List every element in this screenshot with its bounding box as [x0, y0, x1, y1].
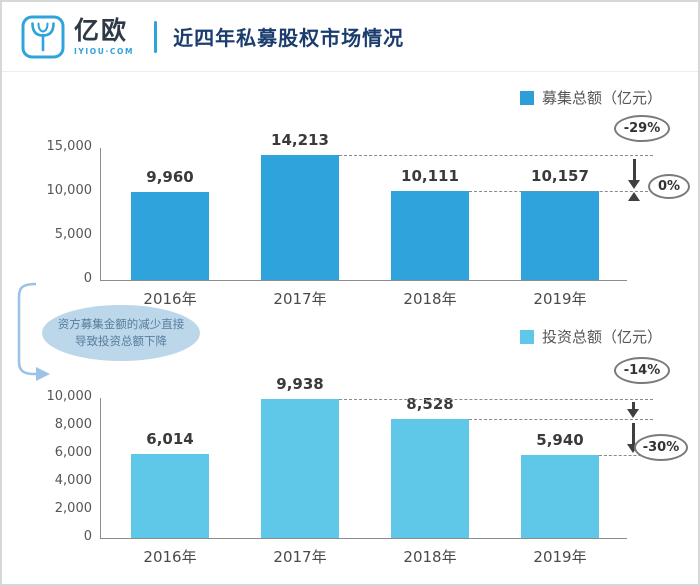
bar-value-label: 9,960 — [146, 168, 194, 187]
change-arrow-head — [627, 409, 639, 418]
brand-subtitle: IYIOU·COM — [74, 46, 135, 56]
percent-badge: 0% — [648, 173, 690, 199]
y-tick-label: 0 — [83, 529, 92, 544]
bar-2017年 — [261, 154, 339, 280]
iyiou-logo-icon — [21, 15, 65, 58]
callout-line2: 导致投资总额下降 — [75, 334, 167, 348]
y-tick-label: 2,000 — [54, 501, 92, 516]
bar-value-label: 14,213 — [271, 130, 329, 149]
change-arrow-line — [631, 423, 635, 446]
dashed-reference-line — [339, 155, 653, 156]
legend-label: 募集总额（亿元） — [541, 89, 662, 107]
y-axis — [100, 398, 101, 538]
y-tick-label: 4,000 — [54, 473, 92, 488]
change-arrow-line — [632, 159, 636, 182]
change-arrow-line — [631, 402, 635, 411]
brand-name: 亿欧 — [74, 16, 129, 46]
legend: 投资总额（亿元） — [519, 326, 662, 347]
bar-2018年 — [391, 418, 469, 538]
change-arrow-head — [627, 444, 639, 453]
x-category-label: 2019年 — [533, 548, 587, 566]
x-category-label: 2017年 — [273, 548, 327, 566]
change-arrow-head — [628, 180, 640, 189]
bar-value-label: 8,528 — [406, 394, 454, 413]
x-category-label: 2019年 — [533, 290, 587, 308]
percent-badge: -30% — [634, 433, 688, 461]
x-category-label: 2016年 — [143, 548, 197, 566]
y-tick-label: 10,000 — [46, 389, 93, 404]
callout-ellipse: 资方募集金额的减少直接 导致投资总额下降 — [42, 305, 200, 361]
y-axis — [100, 148, 101, 280]
bar-2019年 — [521, 454, 599, 538]
brand: 亿欧 IYIOU·COM — [74, 17, 134, 56]
x-category-label: 2017年 — [273, 290, 327, 308]
callout-line1: 资方募集金额的减少直接 — [57, 316, 185, 331]
bar-2016年 — [131, 453, 209, 538]
x-axis — [100, 280, 627, 281]
legend-swatch — [519, 329, 534, 344]
y-tick-label: 10,000 — [46, 183, 93, 198]
legend: 募集总额（亿元） — [519, 87, 662, 108]
bar-2016年 — [131, 192, 209, 280]
investment-bar-chart: 投资总额（亿元） 0 2,000 4,000 6,000 8,000 10,000 6,014… — [2, 318, 698, 584]
y-tick-label: 15,000 — [46, 139, 93, 154]
y-tick-label: 8,000 — [54, 417, 92, 432]
percent-badge: -29% — [614, 114, 670, 142]
y-tick-label: 0 — [83, 271, 92, 286]
percent-badge: -14% — [614, 356, 670, 384]
x-category-label: 2018年 — [403, 290, 457, 308]
bar-value-label: 10,157 — [531, 166, 589, 185]
bar-2018年 — [391, 191, 469, 280]
x-axis — [100, 538, 627, 539]
dashed-reference-line — [469, 419, 653, 420]
legend-label: 投资总额（亿元） — [541, 328, 662, 346]
bar-value-label: 6,014 — [146, 429, 194, 448]
flow-connector-arrow — [17, 282, 50, 381]
x-category-label: 2016年 — [143, 290, 197, 308]
header: 亿欧 IYIOU·COM 近四年私募股权市场情况 — [2, 2, 698, 72]
page-title: 近四年私募股权市场情况 — [173, 26, 405, 50]
up-triangle-marker — [628, 192, 640, 201]
legend-swatch — [519, 90, 534, 105]
bar-value-label: 9,938 — [276, 374, 324, 393]
bar-2017年 — [261, 398, 339, 538]
x-category-label: 2018年 — [403, 548, 457, 566]
y-tick-label: 6,000 — [54, 445, 92, 460]
bar-2019年 — [521, 190, 599, 280]
header-divider — [154, 20, 158, 53]
dashed-reference-line — [339, 399, 653, 400]
bar-value-label: 10,111 — [401, 167, 459, 186]
fundraising-bar-chart: 募集总额（亿元） 0 5,000 10,000 15,000 9,960 2016年 14,2… — [2, 85, 698, 315]
bar-value-label: 5,940 — [536, 430, 584, 449]
dashed-reference-line — [599, 455, 666, 456]
dashed-reference-line — [469, 191, 653, 192]
y-tick-label: 5,000 — [54, 227, 92, 242]
